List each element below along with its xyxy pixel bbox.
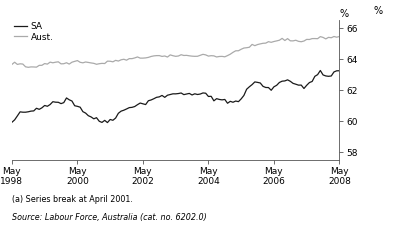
SA xyxy=(217,98,222,101)
SA xyxy=(42,104,47,107)
Text: %: % xyxy=(374,6,383,16)
Aust. xyxy=(45,63,50,65)
Aust. xyxy=(26,66,31,69)
SA xyxy=(10,121,14,124)
Aust. xyxy=(10,63,14,66)
Aust. xyxy=(233,49,238,52)
Aust. xyxy=(318,35,323,38)
Legend: SA, Aust.: SA, Aust. xyxy=(14,22,54,42)
Line: Aust.: Aust. xyxy=(12,37,339,67)
Text: Source: Labour Force, Australia (cat. no. 6202.0): Source: Labour Force, Australia (cat. no… xyxy=(12,213,207,222)
Line: SA: SA xyxy=(12,71,339,123)
Aust. xyxy=(217,55,222,58)
SA xyxy=(105,121,110,124)
SA xyxy=(233,100,238,102)
Aust. xyxy=(337,35,342,38)
SA xyxy=(318,69,323,72)
Text: (a) Series break at April 2001.: (a) Series break at April 2001. xyxy=(12,195,133,204)
Text: %: % xyxy=(339,9,349,19)
SA xyxy=(86,114,91,117)
SA xyxy=(337,69,342,72)
Aust. xyxy=(151,54,156,57)
Aust. xyxy=(89,62,93,64)
SA xyxy=(321,74,326,76)
SA xyxy=(151,97,156,100)
